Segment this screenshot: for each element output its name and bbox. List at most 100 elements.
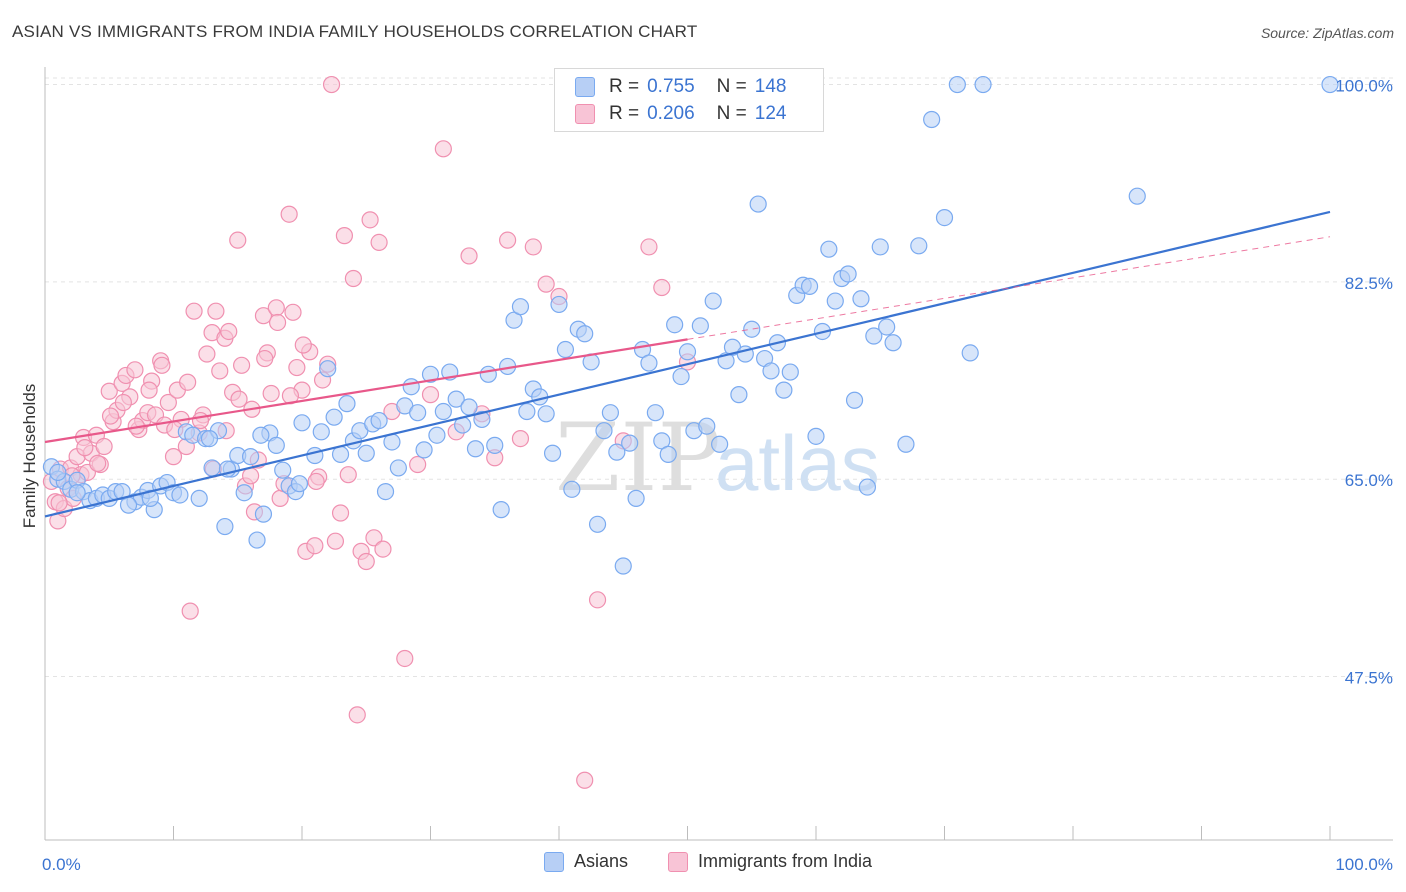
data-point (800, 277, 819, 295)
data-point (466, 440, 485, 458)
data-point (348, 706, 366, 724)
legend-swatch-india (575, 104, 595, 124)
data-point (288, 358, 306, 377)
data-point (1128, 187, 1146, 205)
data-point (961, 344, 979, 362)
data-point (678, 343, 697, 361)
legend-n-label: N = (716, 103, 747, 124)
data-point (550, 295, 568, 314)
data-point (126, 361, 144, 379)
data-point (307, 472, 325, 491)
data-point (248, 531, 266, 549)
data-point (235, 484, 253, 502)
data-point (781, 363, 799, 381)
data-point (322, 75, 341, 94)
data-point (262, 384, 280, 403)
data-point (198, 345, 216, 363)
data-point (119, 496, 138, 514)
legend-r-value: 0.206 (647, 103, 695, 124)
data-point (537, 275, 555, 293)
data-point (114, 393, 132, 412)
data-point (749, 195, 767, 213)
data-point (200, 429, 219, 448)
data-point (434, 402, 452, 421)
data-point (49, 463, 67, 482)
legend-n-value: 124 (754, 103, 787, 124)
legend-label-asians: Asians (574, 851, 629, 871)
source-label: Source: ZipAtlas.com (1260, 25, 1394, 41)
data-point (646, 404, 664, 422)
data-point (884, 334, 902, 352)
y-tick-label: 82.5% (1345, 274, 1393, 293)
data-point (691, 317, 709, 335)
data-point (1321, 75, 1339, 94)
data-point (290, 475, 309, 493)
data-point (576, 771, 594, 789)
trend-line (44, 210, 1331, 518)
data-point (409, 404, 427, 422)
data-point (640, 238, 658, 256)
correlation-legend: R = 0.755 N = 148 R = 0.206 N = 124 (554, 68, 824, 132)
data-point (672, 367, 690, 386)
data-point (871, 238, 889, 256)
data-point (653, 278, 671, 297)
legend-swatch-asians (544, 851, 564, 872)
data-point (409, 455, 427, 474)
data-point (252, 426, 270, 444)
data-point (486, 436, 504, 454)
data-point (326, 532, 345, 550)
data-point (89, 454, 107, 473)
legend-row-asians: R = 0.755 N = 148 (575, 74, 786, 100)
legend-item-india[interactable]: Immigrants from India (668, 851, 872, 872)
data-point (447, 390, 465, 408)
data-point (284, 303, 302, 321)
legend-n-value: 148 (754, 76, 787, 97)
data-point (608, 443, 626, 461)
data-point (460, 247, 478, 265)
data-point (460, 398, 478, 416)
data-point (396, 649, 414, 668)
data-point (704, 292, 722, 310)
data-point (948, 75, 966, 94)
data-point (518, 402, 536, 421)
data-point (220, 322, 238, 341)
legend-r-value: 0.755 (647, 76, 695, 97)
data-point (254, 307, 273, 325)
data-point (191, 411, 210, 430)
data-point (331, 504, 350, 522)
data-point (588, 515, 607, 533)
data-point (294, 336, 312, 354)
data-point (499, 231, 517, 249)
data-point (537, 405, 555, 423)
data-point (711, 435, 729, 453)
data-point (865, 327, 883, 345)
data-point (267, 299, 285, 317)
data-point (357, 444, 375, 462)
data-point (339, 466, 357, 484)
trend-line-extension (687, 236, 1331, 340)
data-point (826, 292, 844, 310)
tick-labels: 47.5% 65.0% 82.5% 100.0% 0.0% 100.0% (42, 77, 1393, 874)
data-point (140, 381, 158, 399)
data-point (365, 529, 383, 547)
data-point (852, 290, 870, 308)
data-point (179, 373, 197, 391)
data-point (473, 410, 491, 429)
data-point (325, 408, 343, 426)
data-point (181, 602, 199, 620)
data-point (306, 446, 324, 465)
data-point (242, 467, 260, 485)
data-point (229, 231, 247, 249)
data-point (524, 238, 542, 256)
data-point (207, 302, 225, 320)
data-point (820, 240, 838, 258)
data-point (370, 411, 388, 430)
trend-lines (44, 210, 1331, 518)
data-point (242, 448, 260, 466)
data-point (434, 140, 452, 158)
data-point (190, 489, 208, 507)
y-axis-label: Family Households (20, 383, 39, 529)
legend-item-asians[interactable]: Asians (544, 851, 628, 872)
legend-r-label: R = (609, 103, 640, 124)
data-point (361, 211, 379, 229)
